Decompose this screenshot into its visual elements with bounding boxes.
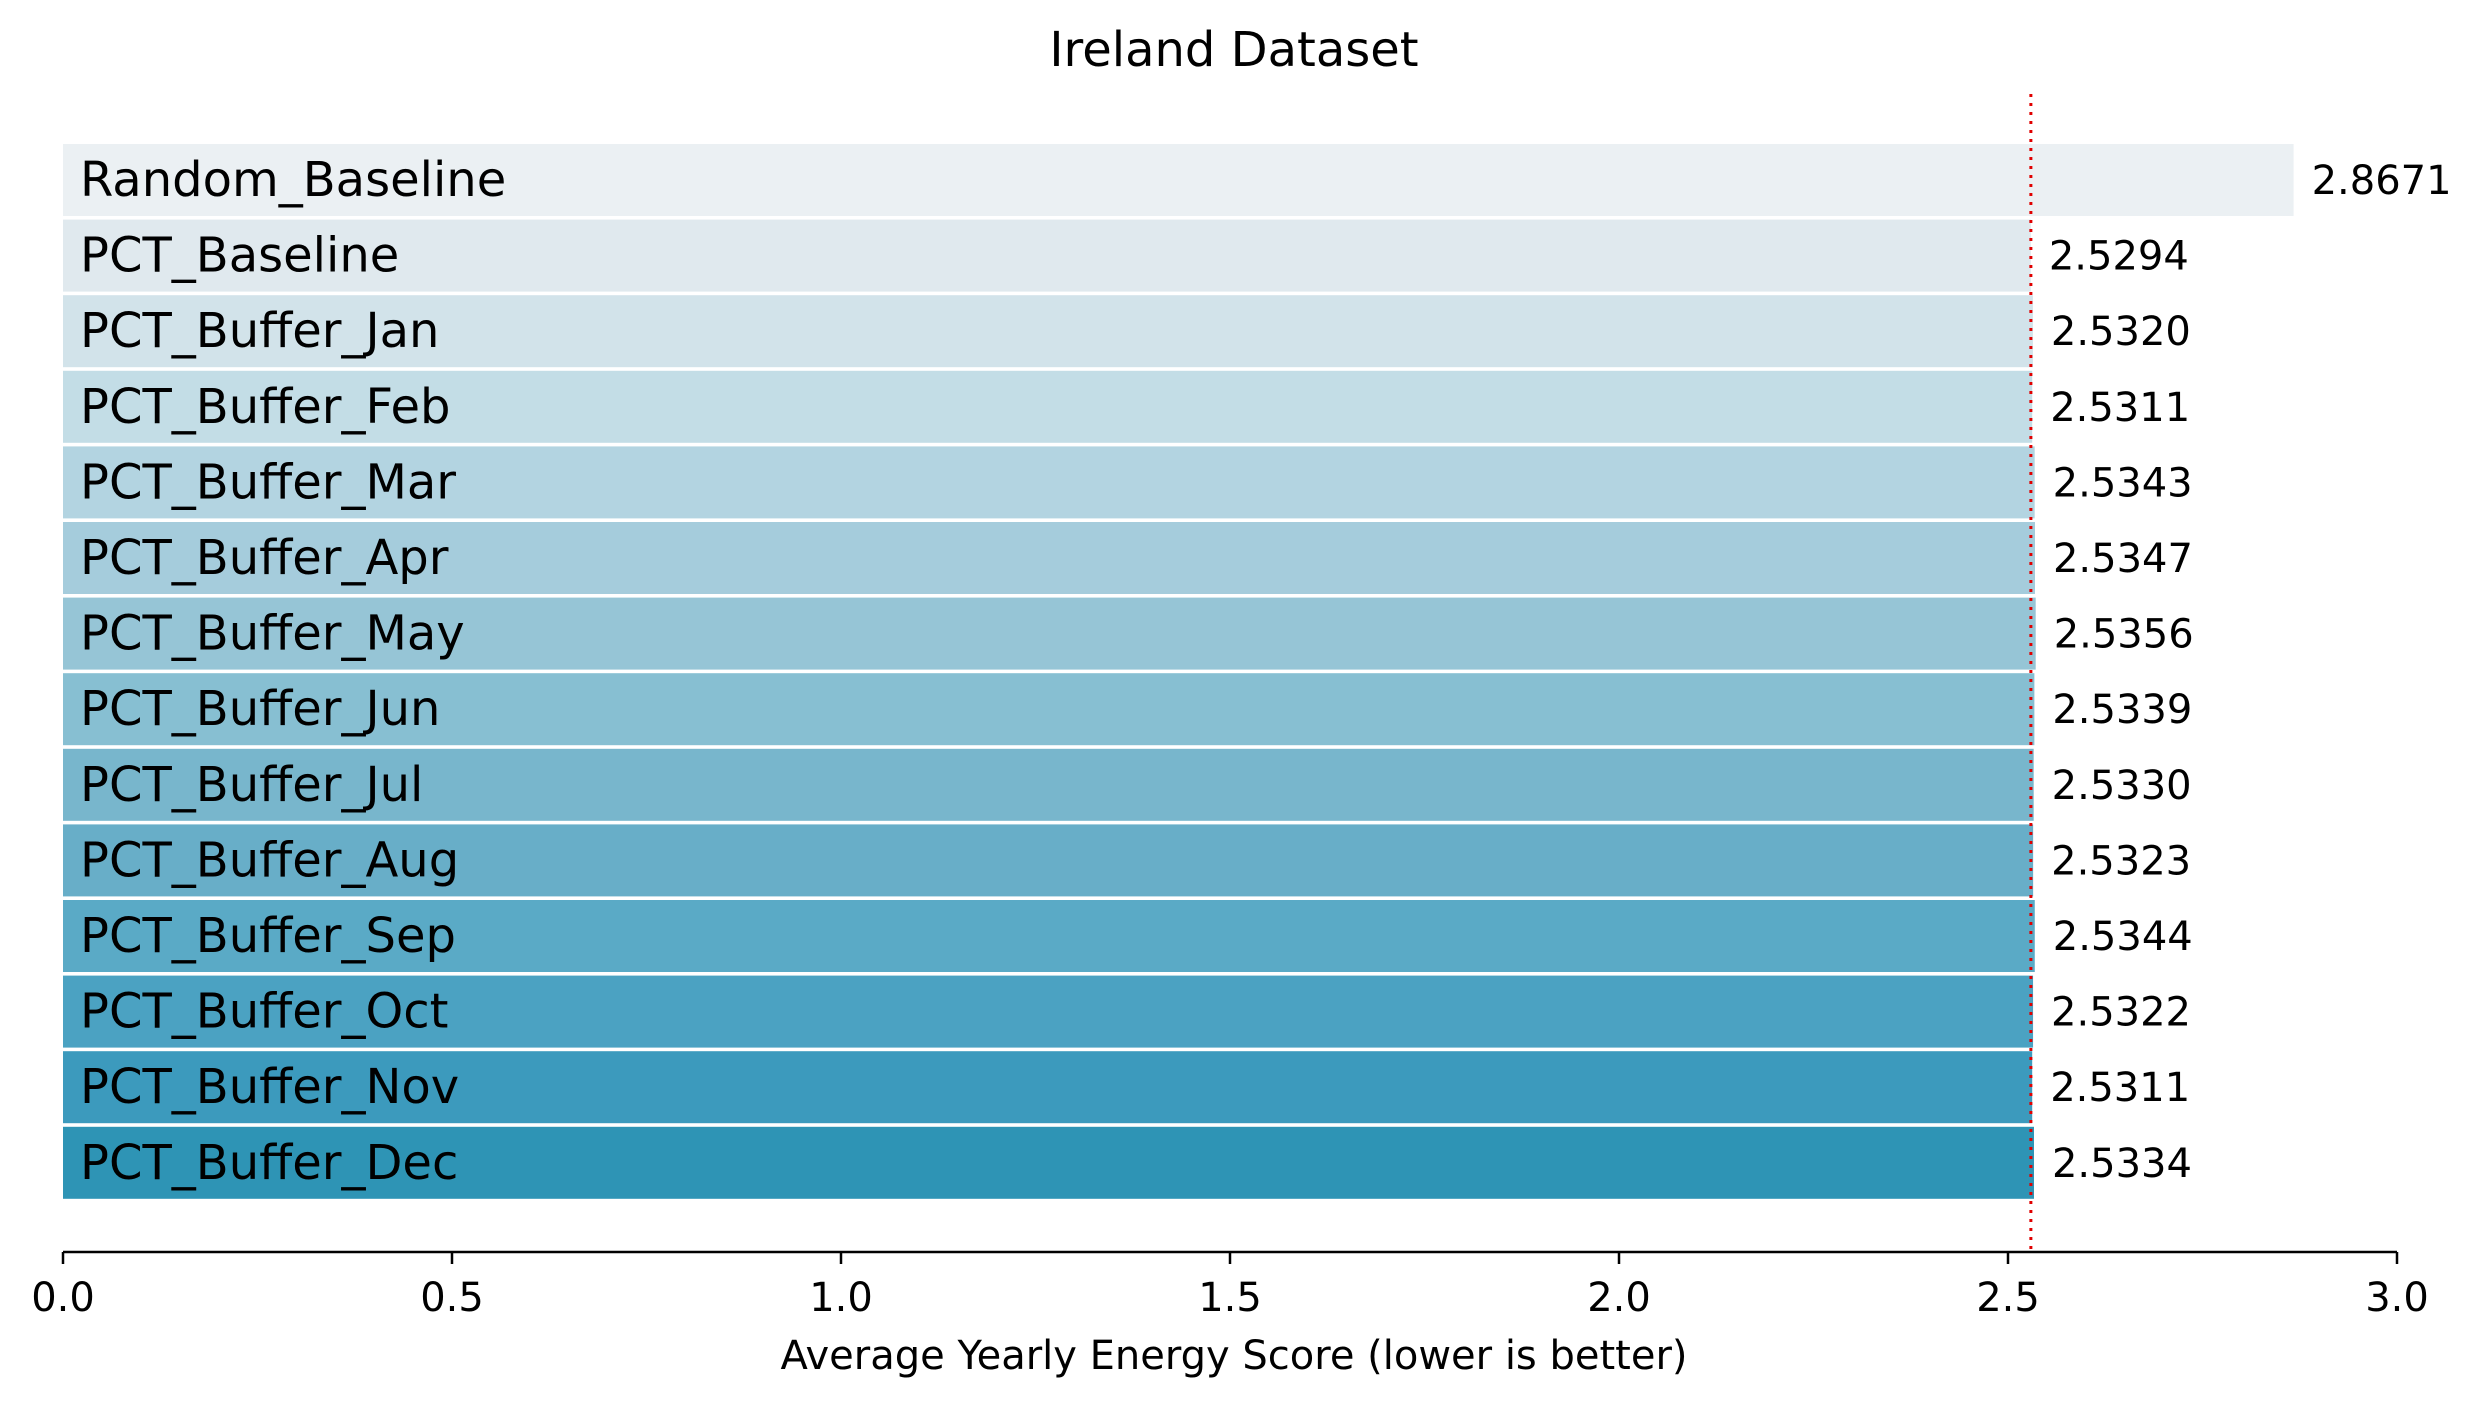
bar-category-label: PCT_Buffer_Feb: [80, 379, 450, 435]
x-tick-label: 2.0: [1587, 1275, 1651, 1321]
bar-pct-buffer-nov: [63, 1051, 2033, 1124]
bar-category-label: PCT_Buffer_Aug: [80, 832, 459, 888]
bar-value-label: 2.5311: [2050, 1065, 2190, 1111]
bar-value-label: 2.5294: [2049, 234, 2189, 280]
chart-title: Ireland Dataset: [1049, 22, 1418, 78]
bar-pct-baseline: [63, 219, 2031, 292]
x-tick-label: 3.0: [2365, 1275, 2429, 1321]
bar-pct-buffer-oct: [63, 975, 2034, 1048]
bar-category-label: PCT_Buffer_Sep: [80, 908, 456, 964]
x-tick-label: 1.0: [809, 1275, 873, 1321]
bar-category-label: PCT_Buffer_Mar: [80, 454, 456, 510]
bar-category-label: PCT_Buffer_Nov: [80, 1059, 459, 1115]
bar-value-label: 2.5343: [2053, 460, 2193, 506]
bar-value-label: 2.5356: [2054, 612, 2194, 658]
bar-category-label: PCT_Buffer_Apr: [80, 530, 449, 586]
bar-value-label: 2.5344: [2053, 914, 2193, 960]
bars-group: Random_Baseline 2.8671 PCT_Baseline 2.5294 P…: [63, 144, 2452, 1199]
bar-value-label: 2.8671: [2312, 158, 2452, 204]
bar-pct-buffer-feb: [63, 370, 2033, 443]
bar-category-label: PCT_Baseline: [80, 228, 399, 284]
bar-pct-buffer-jul: [63, 748, 2034, 821]
bar-category-label: PCT_Buffer_Oct: [80, 984, 448, 1040]
x-tick-label: 1.5: [1198, 1275, 1262, 1321]
bar-random-baseline: [63, 144, 2294, 216]
x-tick-label: 0.0: [31, 1275, 95, 1321]
bar-value-label: 2.5323: [2051, 838, 2191, 884]
bar-value-label: 2.5322: [2051, 990, 2191, 1036]
bar-pct-buffer-jun: [63, 673, 2035, 746]
bar-category-label: PCT_Buffer_Jul: [80, 757, 423, 813]
bar-pct-buffer-sep: [63, 900, 2035, 972]
bar-value-label: 2.5311: [2050, 385, 2190, 431]
bar-value-label: 2.5339: [2052, 687, 2192, 733]
bar-category-label: PCT_Buffer_Jan: [80, 303, 439, 359]
bar-category-label: PCT_Buffer_Jun: [80, 681, 440, 737]
bar-pct-buffer-dec: [63, 1126, 2034, 1199]
bar-value-label: 2.5320: [2051, 309, 2191, 355]
x-tick-label: 0.5: [420, 1275, 484, 1321]
x-axis-title: Average Yearly Energy Score (lower is be…: [780, 1333, 1687, 1379]
bar-category-label: Random_Baseline: [80, 152, 506, 208]
x-tick-label: 2.5: [1976, 1275, 2040, 1321]
bar-value-label: 2.5330: [2052, 763, 2192, 809]
bar-value-label: 2.5334: [2052, 1141, 2192, 1187]
bar-pct-buffer-apr: [63, 522, 2035, 594]
x-axis: 0.0 0.5 1.0 1.5 2.0 2.5 3.0: [31, 1250, 2429, 1321]
bar-category-label: PCT_Buffer_Dec: [80, 1135, 458, 1191]
bar-pct-buffer-may: [63, 597, 2036, 670]
bar-value-label: 2.5347: [2053, 536, 2193, 582]
bar-pct-buffer-aug: [63, 824, 2034, 897]
bar-category-label: PCT_Buffer_May: [80, 606, 465, 662]
bar-pct-buffer-jan: [63, 295, 2033, 368]
bar-pct-buffer-mar: [63, 446, 2035, 519]
